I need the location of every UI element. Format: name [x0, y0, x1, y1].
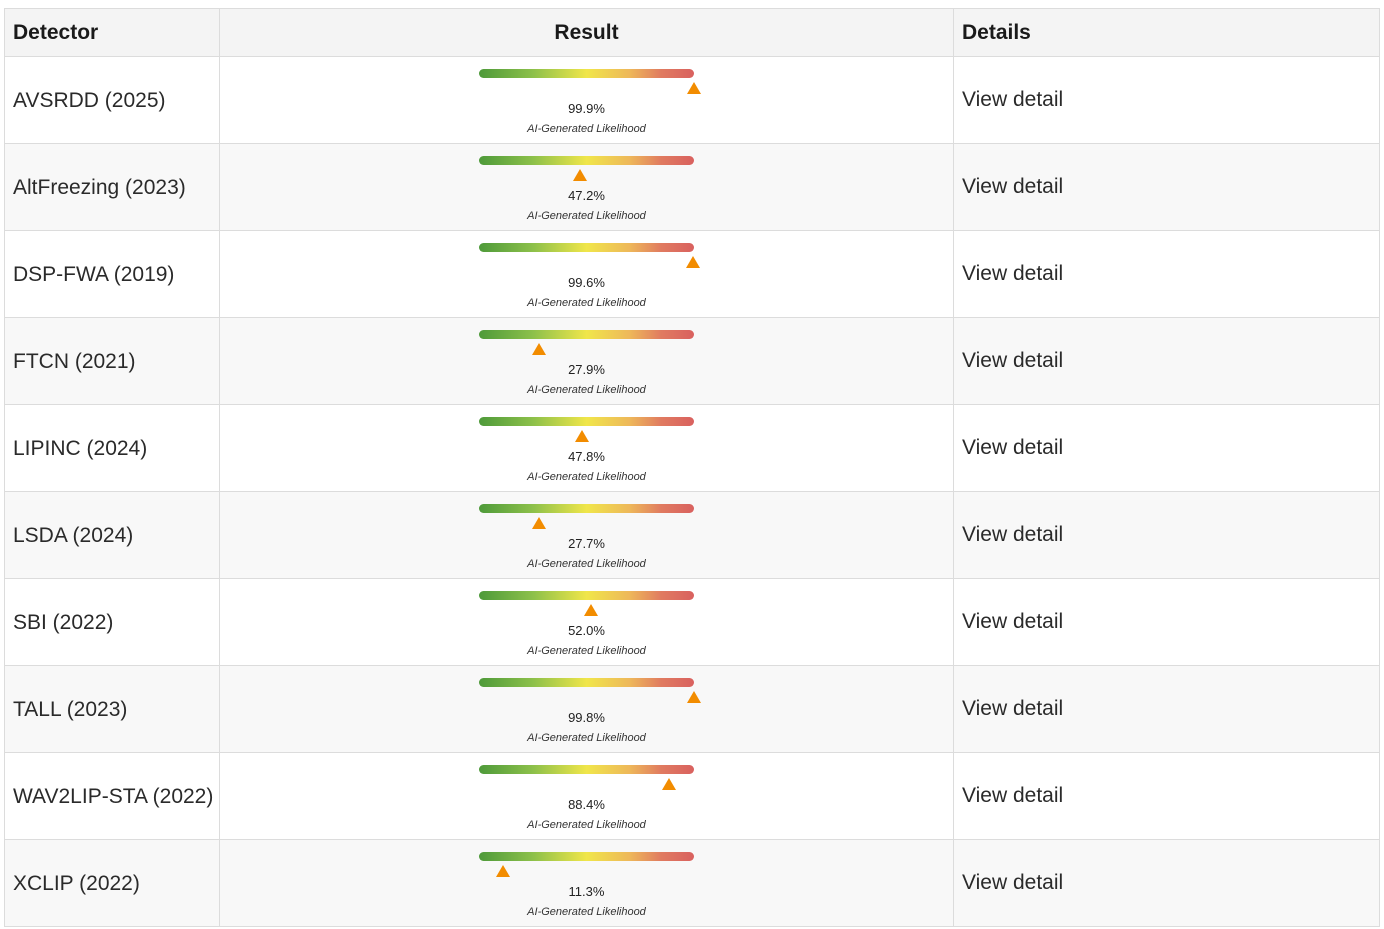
- table-row: FTCN (2021) 27.9% AI-Generated Likelihoo…: [4, 317, 1380, 405]
- likelihood-caption: AI-Generated Likelihood: [527, 209, 646, 222]
- table-row: WAV2LIP-STA (2022) 88.4% AI-Generated Li…: [4, 752, 1380, 840]
- view-detail-link[interactable]: View detail: [953, 404, 1380, 492]
- gauge-bar: [479, 416, 694, 426]
- result-cell: 47.8% AI-Generated Likelihood: [219, 404, 954, 492]
- gauge-bar: [479, 764, 694, 774]
- header-details: Details: [953, 8, 1380, 57]
- gauge-marker-icon: [573, 168, 588, 181]
- likelihood-percent: 47.2%: [568, 187, 605, 203]
- table-row: AVSRDD (2025) 99.9% AI-Generated Likelih…: [4, 56, 1380, 144]
- gauge-marker-icon: [531, 342, 546, 355]
- table-row: LIPINC (2024) 47.8% AI-Generated Likelih…: [4, 404, 1380, 492]
- result-cell: 47.2% AI-Generated Likelihood: [219, 143, 954, 231]
- detector-name: LSDA (2024): [4, 491, 220, 579]
- likelihood-caption: AI-Generated Likelihood: [527, 644, 646, 657]
- gauge-marker-icon: [686, 255, 701, 268]
- result-cell: 99.9% AI-Generated Likelihood: [219, 56, 954, 144]
- result-cell: 88.4% AI-Generated Likelihood: [219, 752, 954, 840]
- gauge-bar: [479, 68, 694, 78]
- table-header-row: Detector Result Details: [4, 8, 1380, 57]
- detector-name: LIPINC (2024): [4, 404, 220, 492]
- likelihood-caption: AI-Generated Likelihood: [527, 731, 646, 744]
- gauge-bar: [479, 677, 694, 687]
- likelihood-gauge: 99.6% AI-Generated Likelihood: [479, 237, 701, 312]
- result-cell: 99.6% AI-Generated Likelihood: [219, 230, 954, 318]
- detector-name: WAV2LIP-STA (2022): [4, 752, 220, 840]
- likelihood-caption: AI-Generated Likelihood: [527, 296, 646, 309]
- gauge-marker-icon: [662, 777, 677, 790]
- view-detail-link[interactable]: View detail: [953, 317, 1380, 405]
- gauge-marker-icon: [531, 516, 546, 529]
- result-cell: 27.7% AI-Generated Likelihood: [219, 491, 954, 579]
- likelihood-gauge: 99.8% AI-Generated Likelihood: [479, 672, 701, 747]
- gauge-bar: [479, 242, 694, 252]
- table-row: DSP-FWA (2019) 99.6% AI-Generated Likeli…: [4, 230, 1380, 318]
- likelihood-gauge: 52.0% AI-Generated Likelihood: [479, 585, 694, 660]
- likelihood-gauge: 47.2% AI-Generated Likelihood: [479, 150, 694, 225]
- likelihood-percent: 47.8%: [568, 448, 605, 464]
- likelihood-percent: 88.4%: [568, 796, 605, 812]
- table-row: XCLIP (2022) 11.3% AI-Generated Likeliho…: [4, 839, 1380, 927]
- gauge-bar: [479, 851, 694, 861]
- gauge-bar: [479, 503, 694, 513]
- result-cell: 27.9% AI-Generated Likelihood: [219, 317, 954, 405]
- result-cell: 99.8% AI-Generated Likelihood: [219, 665, 954, 753]
- result-cell: 52.0% AI-Generated Likelihood: [219, 578, 954, 666]
- likelihood-percent: 52.0%: [568, 622, 605, 638]
- detector-name: TALL (2023): [4, 665, 220, 753]
- likelihood-caption: AI-Generated Likelihood: [527, 905, 646, 918]
- likelihood-caption: AI-Generated Likelihood: [527, 122, 646, 135]
- detector-name: SBI (2022): [4, 578, 220, 666]
- likelihood-percent: 11.3%: [568, 883, 605, 899]
- likelihood-gauge: 88.4% AI-Generated Likelihood: [479, 759, 694, 834]
- view-detail-link[interactable]: View detail: [953, 143, 1380, 231]
- table-row: LSDA (2024) 27.7% AI-Generated Likelihoo…: [4, 491, 1380, 579]
- likelihood-caption: AI-Generated Likelihood: [527, 383, 646, 396]
- likelihood-gauge: 27.9% AI-Generated Likelihood: [479, 324, 694, 399]
- gauge-marker-icon: [574, 429, 589, 442]
- view-detail-link[interactable]: View detail: [953, 839, 1380, 927]
- detector-name: XCLIP (2022): [4, 839, 220, 927]
- likelihood-gauge: 47.8% AI-Generated Likelihood: [479, 411, 694, 486]
- likelihood-percent: 27.9%: [568, 361, 605, 377]
- likelihood-gauge: 99.9% AI-Generated Likelihood: [479, 63, 701, 138]
- detector-name: AltFreezing (2023): [4, 143, 220, 231]
- table-row: TALL (2023) 99.8% AI-Generated Likelihoo…: [4, 665, 1380, 753]
- likelihood-caption: AI-Generated Likelihood: [527, 470, 646, 483]
- likelihood-percent: 99.6%: [568, 274, 605, 290]
- view-detail-link[interactable]: View detail: [953, 578, 1380, 666]
- gauge-marker-icon: [686, 81, 701, 94]
- header-detector: Detector: [4, 8, 220, 57]
- view-detail-link[interactable]: View detail: [953, 56, 1380, 144]
- view-detail-link[interactable]: View detail: [953, 230, 1380, 318]
- gauge-bar: [479, 590, 694, 600]
- likelihood-caption: AI-Generated Likelihood: [527, 557, 646, 570]
- header-result: Result: [219, 8, 954, 57]
- gauge-bar: [479, 155, 694, 165]
- likelihood-gauge: 27.7% AI-Generated Likelihood: [479, 498, 694, 573]
- likelihood-gauge: 11.3% AI-Generated Likelihood: [479, 846, 694, 921]
- gauge-marker-icon: [686, 690, 701, 703]
- detector-results-table: Detector Result Details AVSRDD (2025) 99…: [4, 8, 1380, 927]
- detector-name: FTCN (2021): [4, 317, 220, 405]
- results-table-container: Detector Result Details AVSRDD (2025) 99…: [4, 8, 1380, 927]
- likelihood-percent: 99.8%: [568, 709, 605, 725]
- table-row: AltFreezing (2023) 47.2% AI-Generated Li…: [4, 143, 1380, 231]
- table-row: SBI (2022) 52.0% AI-Generated Likelihood…: [4, 578, 1380, 666]
- gauge-bar: [479, 329, 694, 339]
- likelihood-caption: AI-Generated Likelihood: [527, 818, 646, 831]
- view-detail-link[interactable]: View detail: [953, 665, 1380, 753]
- view-detail-link[interactable]: View detail: [953, 491, 1380, 579]
- detector-name: AVSRDD (2025): [4, 56, 220, 144]
- view-detail-link[interactable]: View detail: [953, 752, 1380, 840]
- result-cell: 11.3% AI-Generated Likelihood: [219, 839, 954, 927]
- gauge-marker-icon: [496, 864, 511, 877]
- detector-name: DSP-FWA (2019): [4, 230, 220, 318]
- likelihood-percent: 27.7%: [568, 535, 605, 551]
- likelihood-percent: 99.9%: [568, 100, 605, 116]
- gauge-marker-icon: [583, 603, 598, 616]
